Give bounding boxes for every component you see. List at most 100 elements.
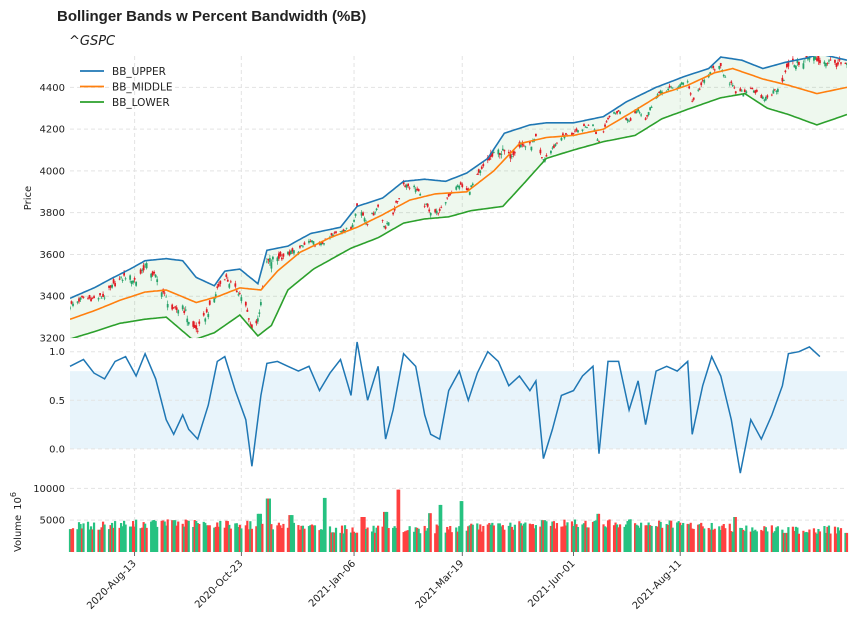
volume-bar: [282, 523, 285, 552]
volume-bar: [533, 528, 536, 552]
candle: [444, 201, 447, 206]
volume-bar: [471, 524, 474, 552]
volume-bar: [100, 527, 103, 552]
candle: [76, 301, 79, 305]
candle-body: [447, 193, 450, 197]
candle: [372, 211, 375, 216]
volume-bar: [383, 511, 386, 552]
candle: [371, 212, 373, 215]
candle-body: [363, 218, 366, 222]
candle: [513, 150, 516, 156]
volume-tick-label-0: 5000: [40, 516, 65, 527]
candle-body: [265, 261, 268, 263]
volume-bar: [734, 517, 737, 552]
candle-body: [247, 318, 250, 320]
candle-body: [513, 152, 516, 154]
volume-bar: [521, 525, 524, 552]
candle: [795, 65, 797, 71]
volume-bar: [791, 526, 794, 552]
volume-bar: [118, 527, 121, 552]
candle-body: [417, 189, 420, 192]
candle: [677, 85, 680, 88]
candle: [118, 276, 121, 281]
volume-bar: [682, 522, 685, 552]
series-line-bb_upper: [70, 56, 847, 300]
candle-body: [798, 61, 800, 65]
candle-body: [392, 212, 395, 215]
candle: [680, 81, 683, 86]
candle: [255, 319, 258, 326]
volume-bar: [318, 530, 321, 552]
volume-bar: [815, 533, 819, 552]
volume-bar: [89, 526, 93, 552]
candle: [249, 321, 252, 327]
volume-bar: [145, 527, 148, 552]
candle-body: [595, 131, 597, 135]
volume-bar: [255, 526, 258, 552]
candle-body: [93, 296, 95, 299]
candle: [500, 150, 503, 159]
candle-body: [353, 220, 355, 222]
candle-body: [393, 207, 396, 211]
legend-item-bb_lower: BB_LOWER: [80, 97, 170, 109]
candle-body: [602, 131, 605, 133]
candle: [551, 146, 554, 150]
candle-body: [130, 280, 133, 285]
candle-body: [386, 223, 389, 224]
volume-bar: [163, 521, 166, 552]
volume-bar: [787, 527, 790, 552]
candle-body: [542, 159, 545, 161]
volume-bar: [572, 525, 575, 552]
volume-bar: [629, 519, 632, 552]
volume-bar: [670, 520, 673, 552]
candle: [743, 88, 746, 93]
candle: [216, 283, 219, 290]
candle-body: [395, 201, 398, 203]
candle: [459, 181, 462, 186]
candle-body: [703, 79, 706, 83]
volume-bar: [636, 525, 640, 552]
volume-bar: [343, 525, 347, 552]
candle: [302, 245, 304, 248]
volume-bar: [82, 523, 85, 552]
candle-body: [429, 212, 432, 216]
candle-body: [166, 303, 169, 308]
candle: [438, 207, 441, 214]
candle-body: [156, 279, 159, 283]
volume-bar: [659, 521, 662, 552]
candle-body: [587, 124, 590, 126]
candle-body: [279, 251, 282, 256]
candle: [461, 182, 464, 189]
candle: [99, 293, 101, 297]
volume-bar: [501, 525, 504, 552]
candle-body: [72, 303, 74, 306]
volume-bar: [539, 526, 542, 552]
volume-bar: [581, 524, 584, 552]
candle: [345, 227, 348, 230]
volume-bar: [833, 526, 837, 552]
volume-bar: [426, 528, 429, 552]
candle: [755, 88, 758, 93]
candle: [123, 270, 126, 277]
candle: [819, 57, 821, 66]
candle-body: [743, 89, 746, 92]
candle-body: [408, 187, 411, 189]
volume-bar: [724, 528, 727, 552]
candle: [407, 183, 410, 189]
candle: [719, 62, 722, 69]
candle-body: [207, 313, 210, 318]
candle-body: [144, 263, 147, 265]
volume-bar: [387, 528, 390, 552]
volume-bar: [393, 526, 396, 552]
volume-bar: [635, 524, 638, 552]
volume-bar: [808, 529, 811, 552]
volume-bar: [349, 532, 353, 552]
candle-body: [100, 297, 103, 299]
volume-bar: [330, 532, 333, 552]
candle: [160, 291, 163, 299]
volume-bar: [438, 504, 441, 552]
candle: [270, 259, 273, 273]
candle-body: [435, 210, 438, 214]
candle-body: [826, 62, 829, 64]
candle: [362, 211, 364, 216]
